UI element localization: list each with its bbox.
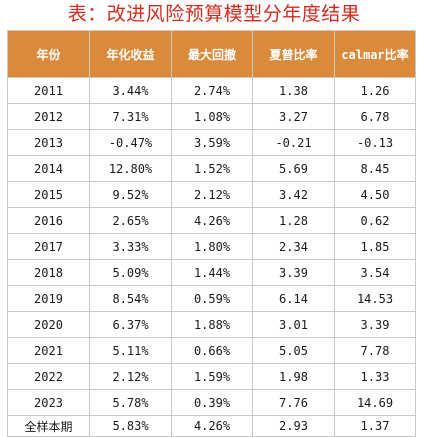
cell-calmar-ratio: 3.39 [334, 311, 416, 338]
results-table-container: 年份 年化收益 最大回撤 夏普比率 calmar比率 2011 3.44% 2.74… [7, 30, 416, 437]
cell-calmar-ratio: 1.26 [334, 77, 416, 104]
cell-calmar-ratio: 1.33 [334, 363, 416, 390]
cell-max-drawdown: 3.59% [171, 129, 253, 156]
cell-sharpe-ratio: 3.27 [252, 103, 335, 130]
table-body: 2011 3.44% 2.74% 1.38 1.26 2012 7.31% 1.08% 3.27… [7, 77, 416, 437]
cell-year: 2018 [7, 259, 90, 286]
cell-annual-return: 5.83% [89, 415, 172, 437]
cell-year: 2014 [7, 155, 90, 182]
cell-max-drawdown: 4.26% [171, 207, 253, 234]
cell-year: 2021 [7, 337, 90, 364]
results-table: 年份 年化收益 最大回撤 夏普比率 calmar比率 2011 3.44% 2.74… [7, 30, 416, 437]
cell-max-drawdown: 2.12% [171, 181, 253, 208]
cell-annual-return: 3.44% [89, 77, 172, 104]
table-row: 全样本期 5.83% 4.26% 2.93 1.37 [7, 415, 416, 437]
cell-sharpe-ratio: 2.34 [252, 233, 335, 260]
cell-max-drawdown: 1.08% [171, 103, 253, 130]
cell-sharpe-ratio: 7.76 [252, 389, 335, 416]
cell-year: 2013 [7, 129, 90, 156]
cell-annual-return: 2.65% [89, 207, 172, 234]
cell-max-drawdown: 1.88% [171, 311, 253, 338]
cell-sharpe-ratio: 1.98 [252, 363, 335, 390]
cell-calmar-ratio: 7.78 [334, 337, 416, 364]
table-row: 2013 -0.47% 3.59% -0.21 -0.13 [7, 129, 416, 156]
cell-annual-return: 2.12% [89, 363, 172, 390]
cell-max-drawdown: 4.26% [171, 415, 253, 437]
cell-calmar-ratio: 14.69 [334, 389, 416, 416]
cell-sharpe-ratio: 5.05 [252, 337, 335, 364]
header-year: 年份 [7, 30, 90, 78]
table-row: 2015 9.52% 2.12% 3.42 4.50 [7, 181, 416, 208]
cell-sharpe-ratio: 3.42 [252, 181, 335, 208]
cell-max-drawdown: 1.44% [171, 259, 253, 286]
cell-sharpe-ratio: -0.21 [252, 129, 335, 156]
header-max-drawdown: 最大回撤 [171, 30, 253, 78]
header-annual-return: 年化收益 [89, 30, 172, 78]
cell-sharpe-ratio: 6.14 [252, 285, 335, 312]
table-row: 2011 3.44% 2.74% 1.38 1.26 [7, 77, 416, 104]
cell-year: 2023 [7, 389, 90, 416]
cell-year: 2019 [7, 285, 90, 312]
table-row: 2017 3.33% 1.80% 2.34 1.85 [7, 233, 416, 260]
cell-year: 2016 [7, 207, 90, 234]
cell-calmar-ratio: -0.13 [334, 129, 416, 156]
cell-max-drawdown: 0.59% [171, 285, 253, 312]
header-calmar-ratio: calmar比率 [334, 30, 416, 78]
cell-annual-return: 7.31% [89, 103, 172, 130]
cell-sharpe-ratio: 5.69 [252, 155, 335, 182]
cell-annual-return: 5.09% [89, 259, 172, 286]
cell-calmar-ratio: 4.50 [334, 181, 416, 208]
cell-calmar-ratio: 0.62 [334, 207, 416, 234]
cell-year: 2015 [7, 181, 90, 208]
table-row: 2023 5.78% 0.39% 7.76 14.69 [7, 389, 416, 416]
table-row: 2021 5.11% 0.66% 5.05 7.78 [7, 337, 416, 364]
cell-max-drawdown: 1.59% [171, 363, 253, 390]
table-row: 2020 6.37% 1.88% 3.01 3.39 [7, 311, 416, 338]
cell-calmar-ratio: 3.54 [334, 259, 416, 286]
cell-calmar-ratio: 6.78 [334, 103, 416, 130]
cell-year: 2011 [7, 77, 90, 104]
cell-calmar-ratio: 14.53 [334, 285, 416, 312]
cell-annual-return: 3.33% [89, 233, 172, 260]
cell-max-drawdown: 0.66% [171, 337, 253, 364]
table-row: 2014 12.80% 1.52% 5.69 8.45 [7, 155, 416, 182]
table-row: 2016 2.65% 4.26% 1.28 0.62 [7, 207, 416, 234]
cell-calmar-ratio: 8.45 [334, 155, 416, 182]
cell-max-drawdown: 2.74% [171, 77, 253, 104]
cell-sharpe-ratio: 3.39 [252, 259, 335, 286]
header-sharpe-ratio: 夏普比率 [252, 30, 335, 78]
cell-max-drawdown: 1.80% [171, 233, 253, 260]
cell-year: 2017 [7, 233, 90, 260]
cell-max-drawdown: 1.52% [171, 155, 253, 182]
table-row: 2022 2.12% 1.59% 1.98 1.33 [7, 363, 416, 390]
cell-sharpe-ratio: 1.28 [252, 207, 335, 234]
table-row: 2019 8.54% 0.59% 6.14 14.53 [7, 285, 416, 312]
cell-annual-return: -0.47% [89, 129, 172, 156]
cell-year: 全样本期 [7, 415, 90, 437]
cell-annual-return: 8.54% [89, 285, 172, 312]
cell-sharpe-ratio: 2.93 [252, 415, 335, 437]
cell-sharpe-ratio: 1.38 [252, 77, 335, 104]
cell-annual-return: 5.11% [89, 337, 172, 364]
cell-calmar-ratio: 1.85 [334, 233, 416, 260]
cell-calmar-ratio: 1.37 [334, 415, 416, 437]
cell-annual-return: 12.80% [89, 155, 172, 182]
table-header-row: 年份 年化收益 最大回撤 夏普比率 calmar比率 [7, 30, 416, 78]
table-row: 2012 7.31% 1.08% 3.27 6.78 [7, 103, 416, 130]
cell-annual-return: 6.37% [89, 311, 172, 338]
cell-sharpe-ratio: 3.01 [252, 311, 335, 338]
cell-annual-return: 5.78% [89, 389, 172, 416]
cell-year: 2022 [7, 363, 90, 390]
cell-year: 2012 [7, 103, 90, 130]
cell-year: 2020 [7, 311, 90, 338]
cell-annual-return: 9.52% [89, 181, 172, 208]
cell-max-drawdown: 0.39% [171, 389, 253, 416]
table-title: 表：改进风险预算模型分年度结果 [67, 3, 361, 25]
table-row: 2018 5.09% 1.44% 3.39 3.54 [7, 259, 416, 286]
